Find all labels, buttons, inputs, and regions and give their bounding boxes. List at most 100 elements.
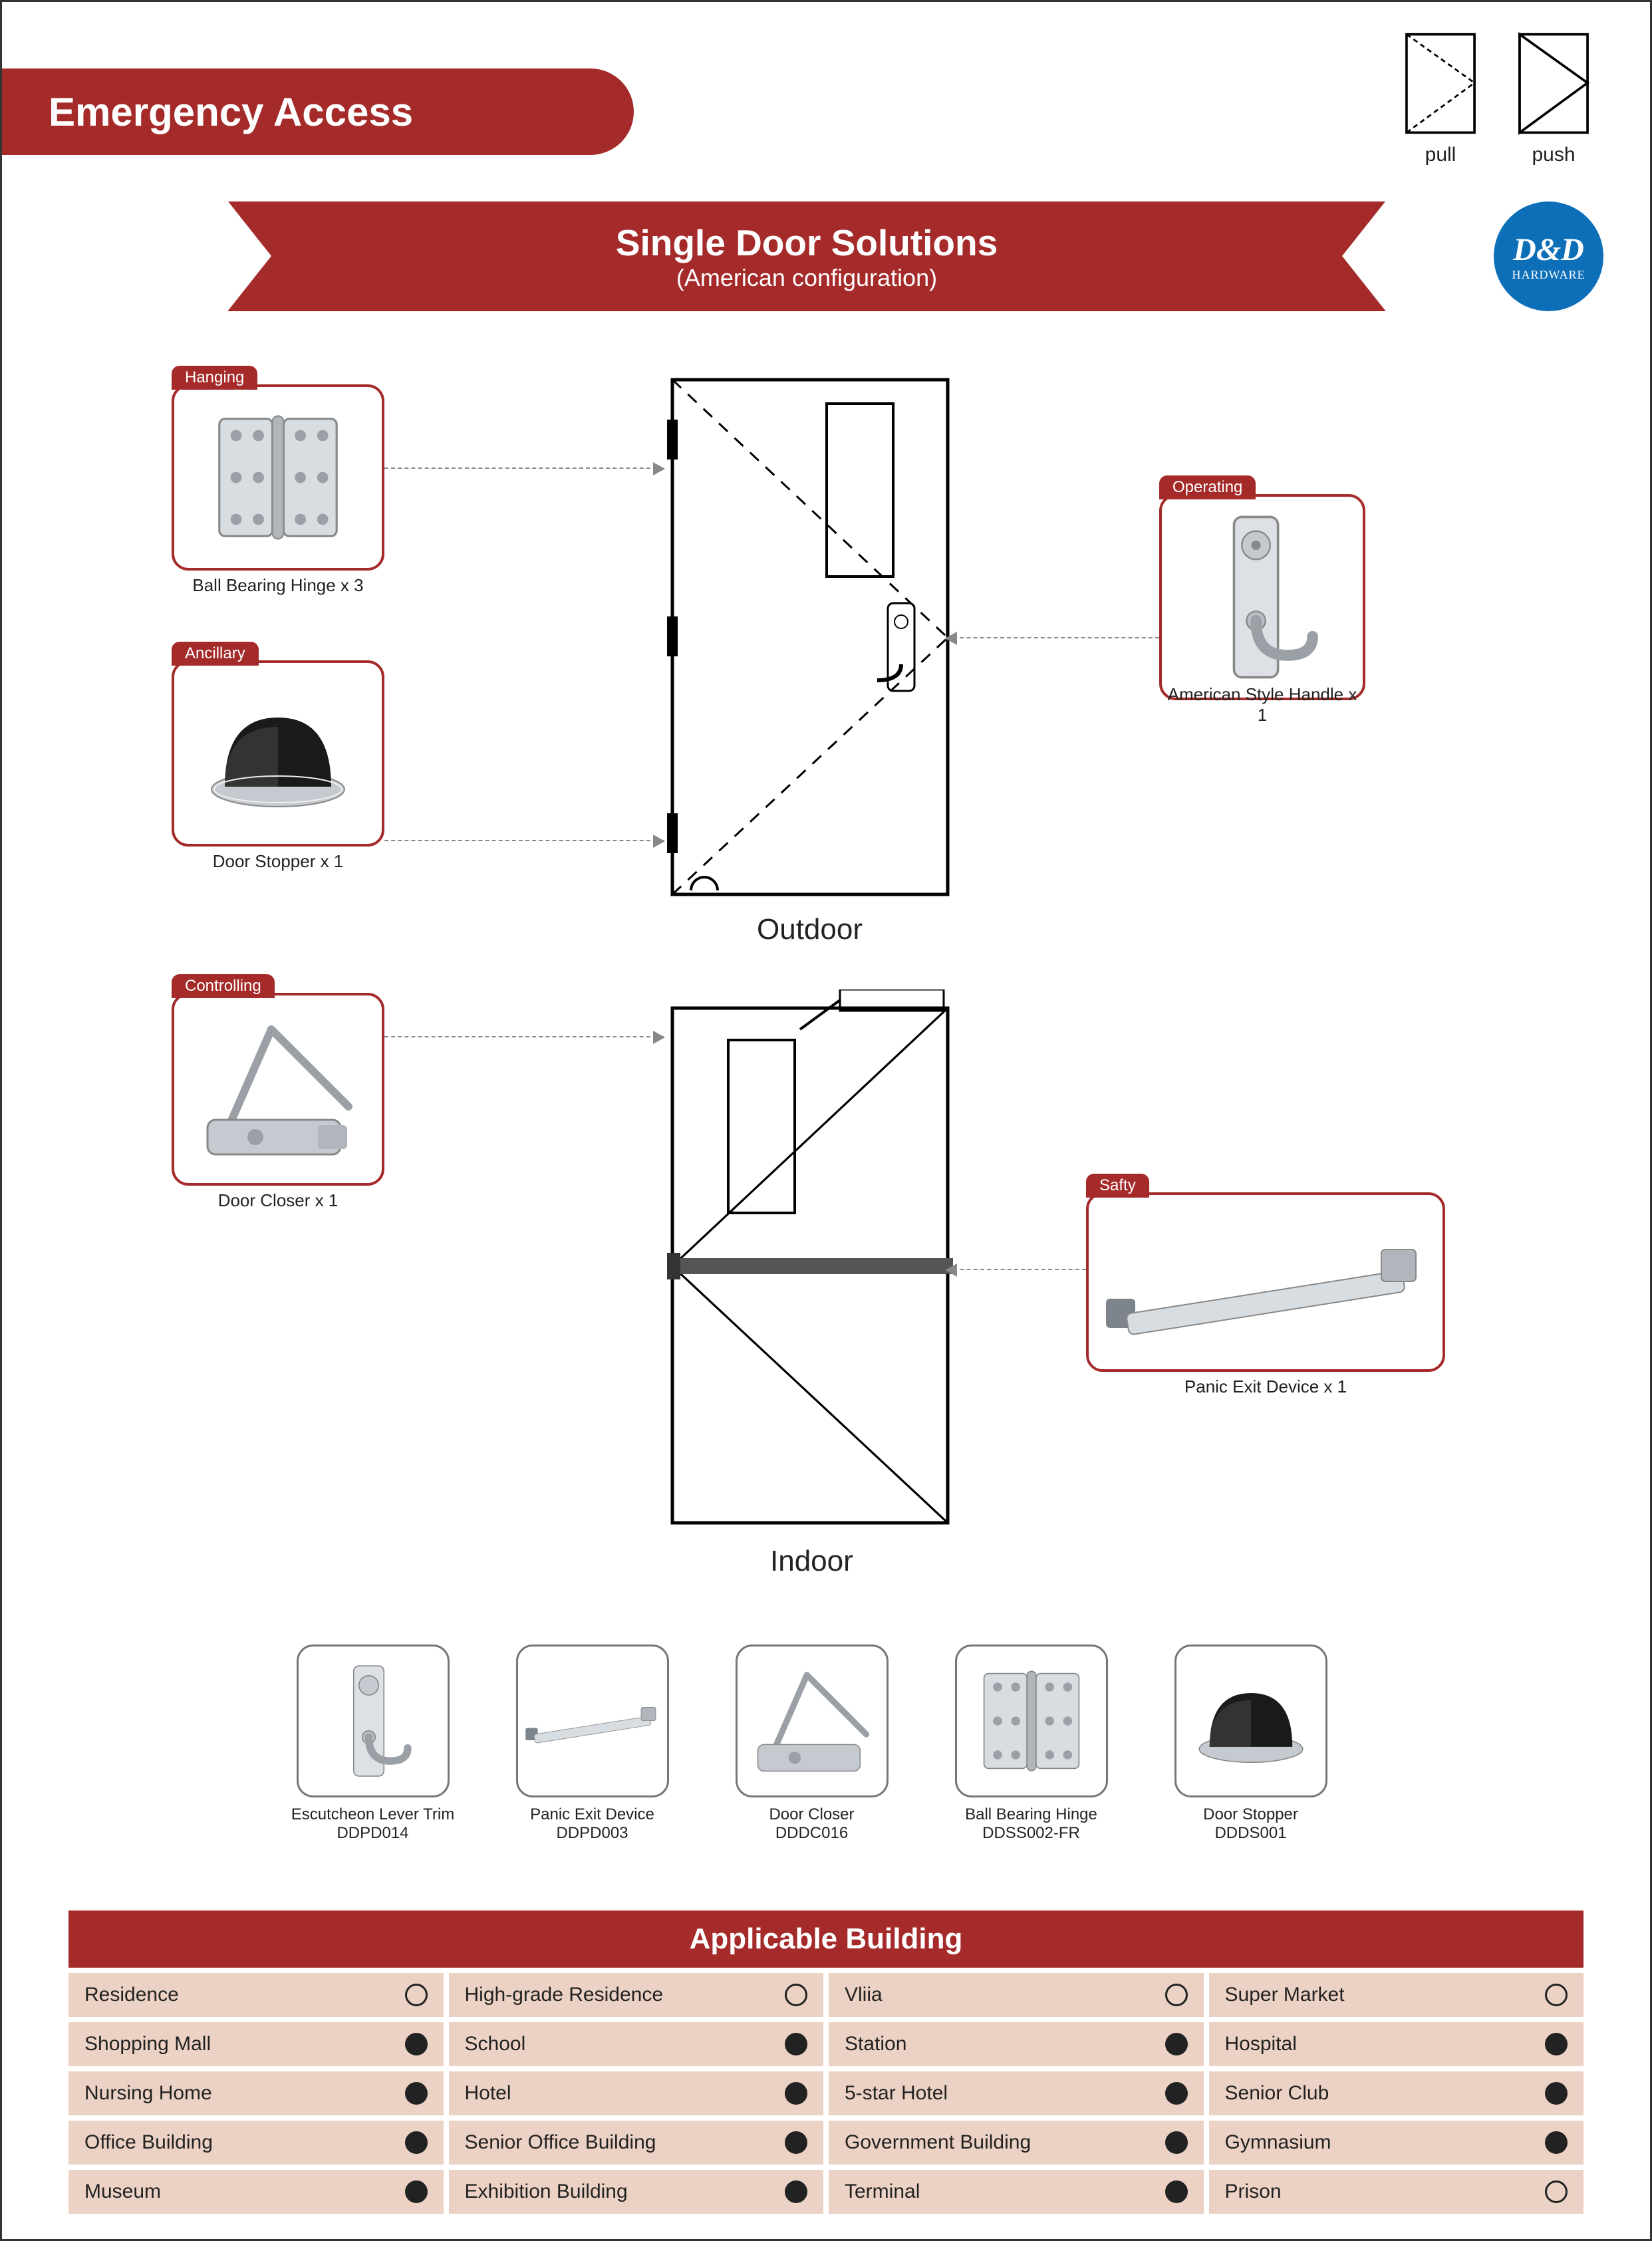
applicable-cell: Hotel: [449, 2071, 824, 2115]
applicable-dot: [1165, 1984, 1188, 2006]
applicable-dot: [1165, 2180, 1188, 2203]
thumb-2-model: DDDC016: [727, 1824, 896, 1843]
applicable-dot: [1545, 2131, 1568, 2154]
applicable-label: Shopping Mall: [84, 2033, 211, 2055]
applicable-label: Vliia: [845, 1984, 883, 2006]
ancillary-caption: Door Stopper x 1: [174, 851, 382, 872]
applicable-grid: Residence High-grade Residence Vliia Super …: [69, 1973, 1583, 2214]
applicable-label: Hospital: [1225, 2033, 1297, 2055]
applicable-label: High-grade Residence: [465, 1984, 664, 2006]
hanging-caption: Ball Bearing Hinge x 3: [174, 575, 382, 596]
logo-line1: D&D: [1494, 231, 1603, 268]
applicable-dot: [785, 1984, 807, 2006]
applicable-dot: [405, 2033, 428, 2055]
applicable-cell: Terminal: [829, 2170, 1204, 2214]
pull-icon: pull: [1404, 32, 1477, 166]
applicable-label: Super Market: [1225, 1984, 1345, 2006]
product-thumbnails: Escutcheon Lever Trim DDPD014 Panic Exit…: [288, 1645, 1335, 1843]
applicable-dot: [405, 1984, 428, 2006]
thumb-0: Escutcheon Lever Trim DDPD014: [288, 1645, 458, 1843]
thumb-1-name: Panic Exit Device: [507, 1805, 677, 1824]
thumb-3-name: Ball Bearing Hinge: [946, 1805, 1116, 1824]
applicable-dot: [405, 2131, 428, 2154]
applicable-dot: [1545, 1984, 1568, 2006]
applicable-label: Hotel: [465, 2082, 511, 2105]
conn-operating: [946, 637, 1159, 638]
ancillary-box: Ancillary Door Stopper x 1: [172, 660, 384, 847]
applicable-cell: Shopping Mall: [69, 2022, 444, 2066]
operating-tag: Operating: [1159, 475, 1256, 499]
applicable-label: Exhibition Building: [465, 2180, 628, 2203]
applicable-label: Gymnasium: [1225, 2131, 1331, 2154]
conn-hanging: [384, 467, 664, 469]
thumb-0-icon: [297, 1645, 450, 1797]
applicable-label: Nursing Home: [84, 2082, 212, 2105]
push-icon: push: [1517, 32, 1590, 166]
logo-line2: HARDWARE: [1494, 268, 1603, 282]
applicable-cell: Senior Office Building: [449, 2121, 824, 2165]
conn-controlling: [384, 1036, 664, 1037]
thumb-0-name: Escutcheon Lever Trim: [288, 1805, 458, 1824]
thumb-1-icon: [516, 1645, 669, 1797]
applicable-cell: Nursing Home: [69, 2071, 444, 2115]
operating-box: Operating American Style Handle x 1: [1159, 494, 1365, 700]
applicable-cell: Station: [829, 2022, 1204, 2066]
applicable-dot: [1545, 2033, 1568, 2055]
applicable-label: Senior Club: [1225, 2082, 1329, 2105]
safty-box: Safty Panic Exit Device x 1: [1086, 1192, 1445, 1372]
thumb-3-model: DDSS002-FR: [946, 1824, 1116, 1843]
operating-caption: American Style Handle x 1: [1162, 684, 1363, 725]
ribbon-title: Single Door Solutions: [228, 221, 1385, 264]
conn-ancillary: [384, 840, 664, 841]
applicable-label: Prison: [1225, 2180, 1282, 2203]
handle-icon: [1162, 497, 1363, 698]
thumb-0-model: DDPD014: [288, 1824, 458, 1843]
applicable-dot: [785, 2033, 807, 2055]
safty-caption: Panic Exit Device x 1: [1089, 1377, 1443, 1397]
applicable-cell: Vliia: [829, 1973, 1204, 2017]
applicable-cell: School: [449, 2022, 824, 2066]
applicable-cell: 5-star Hotel: [829, 2071, 1204, 2115]
thumb-4-icon: [1174, 1645, 1327, 1797]
applicable-dot: [785, 2180, 807, 2203]
thumb-2-icon: [736, 1645, 889, 1797]
brand-logo: D&D HARDWARE: [1494, 201, 1603, 311]
hanging-box: Hanging Ball Bearing Hinge x 3: [172, 384, 384, 571]
applicable-cell: Gymnasium: [1209, 2121, 1584, 2165]
indoor-door-diagram: [667, 989, 953, 1531]
emergency-access-banner: Emergency Access: [2, 68, 634, 155]
applicable-cell: Senior Club: [1209, 2071, 1584, 2115]
applicable-label: Senior Office Building: [465, 2131, 656, 2154]
outdoor-door-diagram: [667, 374, 953, 903]
ribbon-subtitle: (American configuration): [228, 264, 1385, 292]
push-label: push: [1517, 144, 1590, 166]
applicable-dot: [1545, 2082, 1568, 2105]
applicable-cell: Super Market: [1209, 1973, 1584, 2017]
applicable-dot: [1165, 2033, 1188, 2055]
applicable-dot: [785, 2082, 807, 2105]
ribbon-banner: Single Door Solutions (American configur…: [228, 201, 1385, 311]
pull-label: pull: [1404, 144, 1477, 166]
applicable-label: School: [465, 2033, 526, 2055]
safty-tag: Safty: [1086, 1174, 1149, 1198]
applicable-cell: Prison: [1209, 2170, 1584, 2214]
applicable-dot: [405, 2082, 428, 2105]
applicable-dot: [1165, 2082, 1188, 2105]
applicable-label: Office Building: [84, 2131, 213, 2154]
thumb-1: Panic Exit Device DDPD003: [507, 1645, 677, 1843]
applicable-label: Station: [845, 2033, 906, 2055]
applicable-cell: Exhibition Building: [449, 2170, 824, 2214]
applicable-cell: Hospital: [1209, 2022, 1584, 2066]
applicable-label: Terminal: [845, 2180, 920, 2203]
applicable-label: Museum: [84, 2180, 161, 2203]
thumb-1-model: DDPD003: [507, 1824, 677, 1843]
thumb-4-name: Door Stopper: [1166, 1805, 1335, 1824]
closer-icon: [174, 995, 382, 1183]
applicable-cell: High-grade Residence: [449, 1973, 824, 2017]
applicable-title: Applicable Building: [69, 1911, 1583, 1968]
hinge-icon: [174, 387, 382, 568]
applicable-building-table: Applicable Building Residence High-grade …: [69, 1911, 1583, 2214]
controlling-caption: Door Closer x 1: [174, 1190, 382, 1211]
applicable-dot: [1165, 2131, 1188, 2154]
applicable-label: Residence: [84, 1984, 179, 2006]
